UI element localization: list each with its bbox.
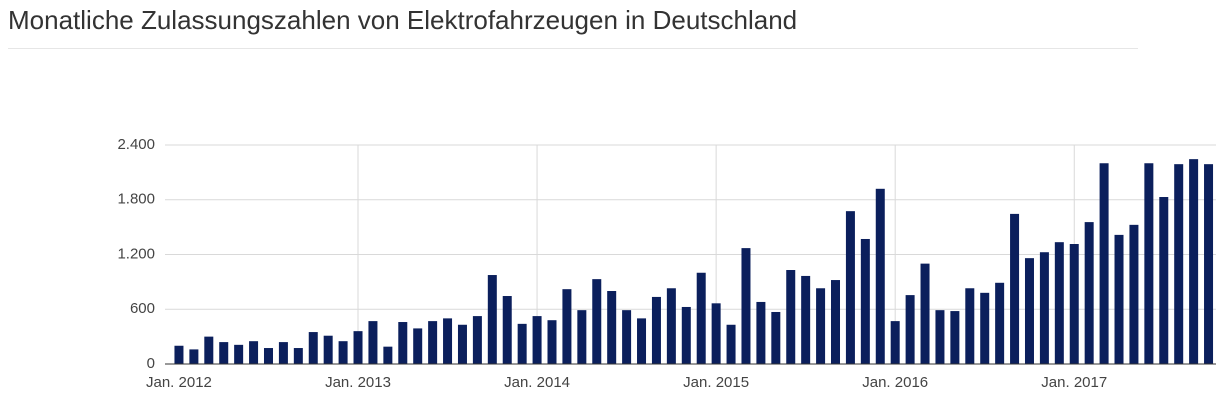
bar (577, 310, 587, 364)
bar (413, 328, 423, 364)
bar (204, 336, 214, 364)
x-tick-label: Jan. 2016 (862, 374, 928, 391)
y-tick-label: 1.800 (117, 191, 155, 208)
y-tick-label: 2.400 (117, 136, 155, 153)
bar (562, 289, 572, 364)
bar (1174, 164, 1184, 364)
bar (875, 188, 885, 364)
chart-title: Monatliche Zulassungszahlen von Elektrof… (8, 5, 797, 35)
bar (696, 272, 706, 364)
bar (845, 211, 855, 364)
bar (428, 321, 438, 364)
bar (353, 331, 363, 364)
x-tick-label: Jan. 2015 (683, 374, 749, 391)
bar (607, 291, 617, 364)
bar (890, 321, 900, 364)
y-tick-label: 1.200 (117, 245, 155, 262)
bar (771, 311, 781, 364)
bar (965, 288, 975, 364)
bar (711, 303, 721, 364)
bar (860, 238, 870, 364)
y-tick-label: 600 (130, 300, 155, 317)
bar (905, 295, 915, 364)
x-tick-label: Jan. 2013 (325, 374, 391, 391)
bar (1189, 159, 1199, 364)
bar (1159, 197, 1169, 364)
bar (1010, 213, 1020, 364)
bar (219, 342, 229, 364)
bar (666, 288, 676, 364)
bar (323, 335, 333, 364)
x-tick-label: Jan. 2017 (1041, 374, 1107, 391)
bar (1054, 242, 1064, 364)
bar (1069, 244, 1079, 364)
bar (502, 296, 512, 364)
bar (1144, 163, 1154, 364)
bar (174, 345, 184, 364)
bar (935, 310, 945, 364)
bar (263, 348, 273, 364)
bar (741, 248, 751, 364)
bar (980, 292, 990, 364)
bar (308, 332, 318, 364)
bar (472, 316, 482, 364)
bar (487, 275, 497, 364)
bar (816, 288, 826, 364)
bar (995, 282, 1005, 364)
bar (293, 348, 303, 364)
bar (681, 306, 691, 364)
bar (1099, 163, 1109, 364)
bar (651, 296, 661, 364)
bar (637, 318, 647, 364)
bar (457, 324, 467, 364)
bar (1114, 234, 1124, 364)
x-tick-label: Jan. 2014 (504, 374, 570, 391)
bar (1084, 222, 1094, 364)
x-tick-label: Jan. 2012 (146, 374, 212, 391)
bar (1024, 258, 1034, 364)
bar (278, 342, 288, 364)
bar (234, 344, 244, 364)
bar (249, 341, 259, 364)
bar (443, 318, 453, 364)
bar (517, 323, 527, 364)
bar (622, 310, 632, 364)
bar (189, 349, 199, 364)
bar (547, 320, 557, 364)
bar (338, 341, 348, 364)
bar (592, 279, 602, 364)
bar (1129, 224, 1139, 364)
y-tick-label: 0 (147, 355, 155, 372)
bar (756, 301, 766, 364)
bar (383, 346, 393, 364)
bar (398, 322, 408, 364)
bar (801, 275, 811, 364)
bar (831, 280, 841, 364)
bar (920, 263, 930, 364)
bar (1204, 164, 1214, 364)
bar (1039, 252, 1049, 364)
bar (368, 321, 378, 364)
bar (950, 311, 960, 364)
bar (786, 270, 796, 364)
bar (532, 316, 542, 364)
bar (726, 324, 736, 364)
